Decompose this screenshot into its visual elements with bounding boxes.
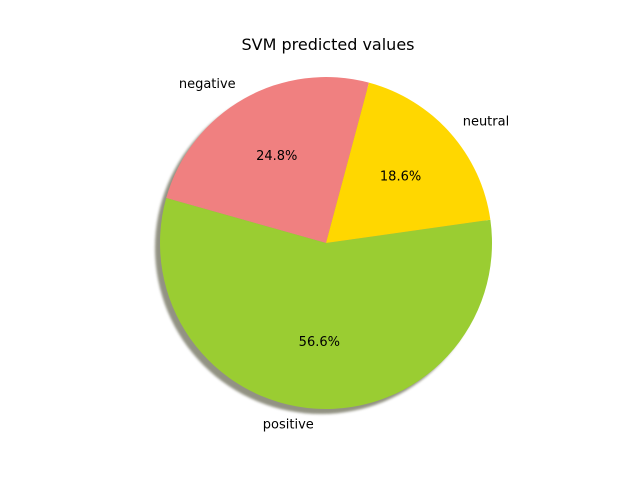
slice-labels: negative positive neutral xyxy=(179,77,509,433)
pie-slice-negative xyxy=(166,76,369,243)
pie-slice-neutral xyxy=(326,82,491,243)
percent-label-negative: 24.8% xyxy=(256,149,297,164)
pie-slice-positive xyxy=(160,198,492,409)
percent-label-neutral: 18.6% xyxy=(380,169,421,184)
chart-title: SVM predicted values xyxy=(241,35,414,54)
percent-label-positive: 56.6% xyxy=(299,335,340,350)
slice-label-positive: positive xyxy=(263,418,314,433)
percent-labels: 24.8% 56.6% 18.6% xyxy=(256,149,421,350)
slice-label-neutral: neutral xyxy=(463,114,510,129)
slice-label-negative: negative xyxy=(179,77,236,92)
pie-slices xyxy=(160,76,492,409)
